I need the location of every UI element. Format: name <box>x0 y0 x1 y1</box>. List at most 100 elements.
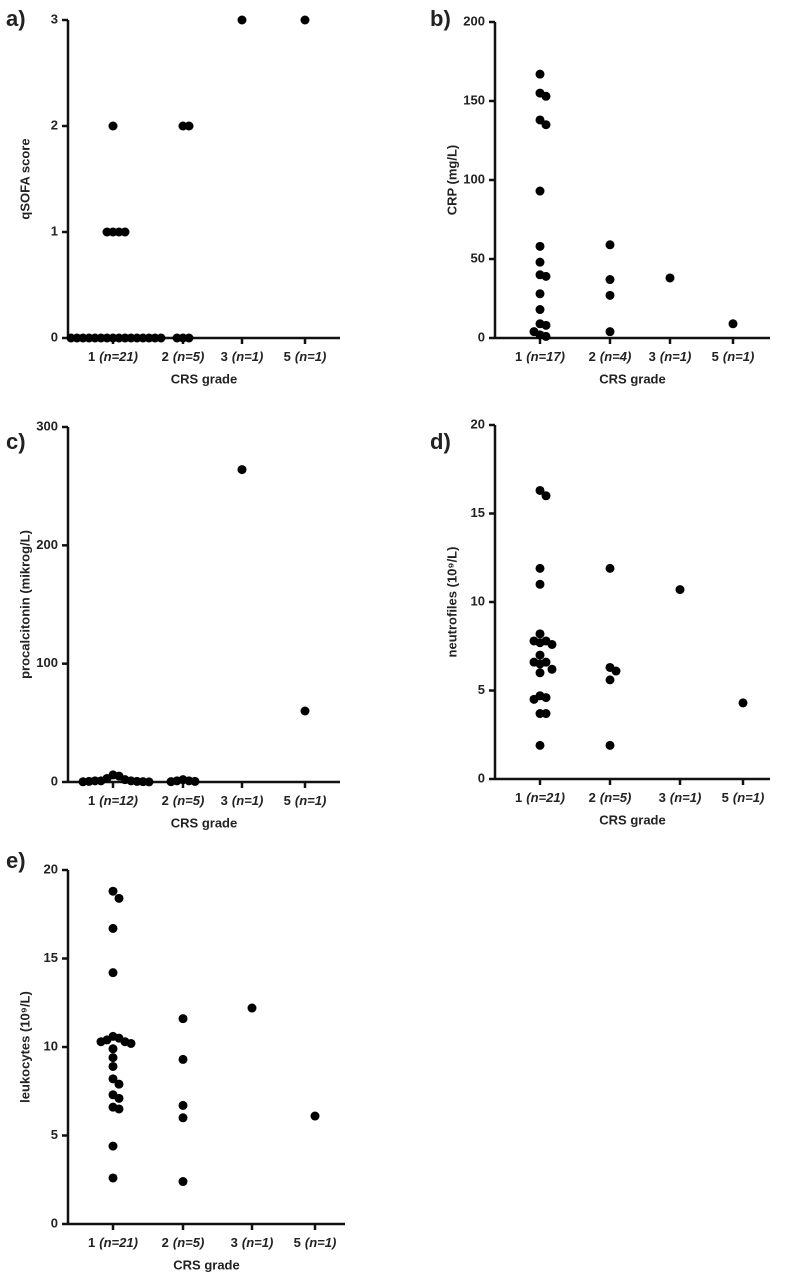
y-tick-label: 0 <box>51 329 58 344</box>
dot <box>535 115 545 125</box>
y-tick-label: 100 <box>463 171 485 186</box>
dot <box>144 777 154 787</box>
category: 2 <box>589 790 596 805</box>
x-tick-label: 3 (n=1) <box>231 1235 274 1250</box>
y-tick-label: 0 <box>51 1215 58 1230</box>
dot <box>184 121 194 131</box>
dot <box>605 290 615 300</box>
dot <box>247 1003 257 1013</box>
category: 5 <box>284 793 291 808</box>
panel-label: d) <box>430 429 451 454</box>
n-label: (n=21) <box>99 1235 138 1250</box>
n-label: (n=1) <box>232 793 263 808</box>
dot <box>541 331 551 341</box>
x-axis-label: CRS grade <box>173 1257 239 1272</box>
x-tick-label: 1 (n=21) <box>88 349 138 364</box>
dot <box>535 650 545 660</box>
dot <box>237 15 247 25</box>
dot <box>108 1141 118 1151</box>
category: 1 <box>88 1235 95 1250</box>
dot <box>541 120 551 130</box>
dot <box>108 1074 118 1084</box>
dot <box>535 257 545 267</box>
y-tick-label: 20 <box>44 861 58 876</box>
x-tick-label: 1 (n=17) <box>515 349 565 364</box>
x-tick-label: 1 (n=21) <box>515 790 565 805</box>
y-axis-label: leukocytes (10⁹/L) <box>17 991 32 1103</box>
x-tick-label: 3 (n=1) <box>659 790 702 805</box>
y-tick-label: 50 <box>471 250 485 265</box>
category: 5 <box>712 349 719 364</box>
dot <box>535 629 545 639</box>
dot <box>120 227 130 237</box>
dot <box>728 319 738 329</box>
dot <box>535 638 545 648</box>
x-tick-label: 1 (n=21) <box>88 1235 138 1250</box>
n-label: (n=1) <box>670 790 701 805</box>
n-label: (n=4) <box>600 349 631 364</box>
dot <box>108 1044 118 1054</box>
dot <box>108 1173 118 1183</box>
dot <box>96 1037 106 1047</box>
dot <box>535 241 545 251</box>
category: 2 <box>162 349 169 364</box>
y-tick-label: 300 <box>36 418 58 433</box>
y-tick-label: 5 <box>51 1127 58 1142</box>
dot <box>108 121 118 131</box>
y-tick-label: 10 <box>471 593 485 608</box>
dot <box>535 563 545 573</box>
n-label: (n=5) <box>600 790 631 805</box>
y-tick-label: 0 <box>478 329 485 344</box>
panel-label: c) <box>6 429 26 454</box>
dot <box>114 1104 124 1114</box>
category: 1 <box>515 790 522 805</box>
dot <box>541 693 551 703</box>
dot <box>178 1177 188 1187</box>
category: 3 <box>221 349 228 364</box>
dot <box>114 893 124 903</box>
n-label: (n=1) <box>295 793 326 808</box>
dot <box>178 1113 188 1123</box>
x-axis-label: CRS grade <box>599 812 665 827</box>
dot <box>535 485 545 495</box>
x-tick-label: 2 (n=5) <box>162 793 205 808</box>
panel-label: a) <box>6 6 26 31</box>
x-tick-label: 2 (n=5) <box>589 790 632 805</box>
y-tick-label: 20 <box>471 416 485 431</box>
dot <box>310 1111 320 1121</box>
dot <box>529 657 539 667</box>
y-tick-label: 15 <box>471 505 485 520</box>
dot <box>541 491 551 501</box>
dot <box>535 289 545 299</box>
dot <box>108 923 118 933</box>
n-label: (n=21) <box>526 790 565 805</box>
dot <box>605 563 615 573</box>
y-tick-label: 10 <box>44 1038 58 1053</box>
x-tick-label: 2 (n=5) <box>162 1235 205 1250</box>
n-label: (n=12) <box>99 793 138 808</box>
y-tick-label: 200 <box>463 13 485 28</box>
dot <box>156 333 166 343</box>
category: 5 <box>284 349 291 364</box>
dot <box>178 1054 188 1064</box>
dot <box>237 465 247 475</box>
category: 2 <box>162 793 169 808</box>
n-label: (n=21) <box>99 349 138 364</box>
dot <box>675 585 685 595</box>
dot <box>190 776 200 786</box>
x-tick-label: 5 (n=1) <box>284 793 327 808</box>
y-axis-label: procalcitonin (mikrog/L) <box>17 530 32 679</box>
dot <box>66 333 76 343</box>
x-axis-label: CRS grade <box>599 371 665 386</box>
dot <box>166 777 176 787</box>
dot <box>114 1079 124 1089</box>
dot <box>535 186 545 196</box>
dot <box>547 639 557 649</box>
category: 3 <box>649 349 656 364</box>
dot <box>78 777 88 787</box>
n-label: (n=1) <box>660 349 691 364</box>
dot <box>535 305 545 315</box>
y-tick-label: 200 <box>36 537 58 552</box>
panel-label: e) <box>6 848 26 873</box>
